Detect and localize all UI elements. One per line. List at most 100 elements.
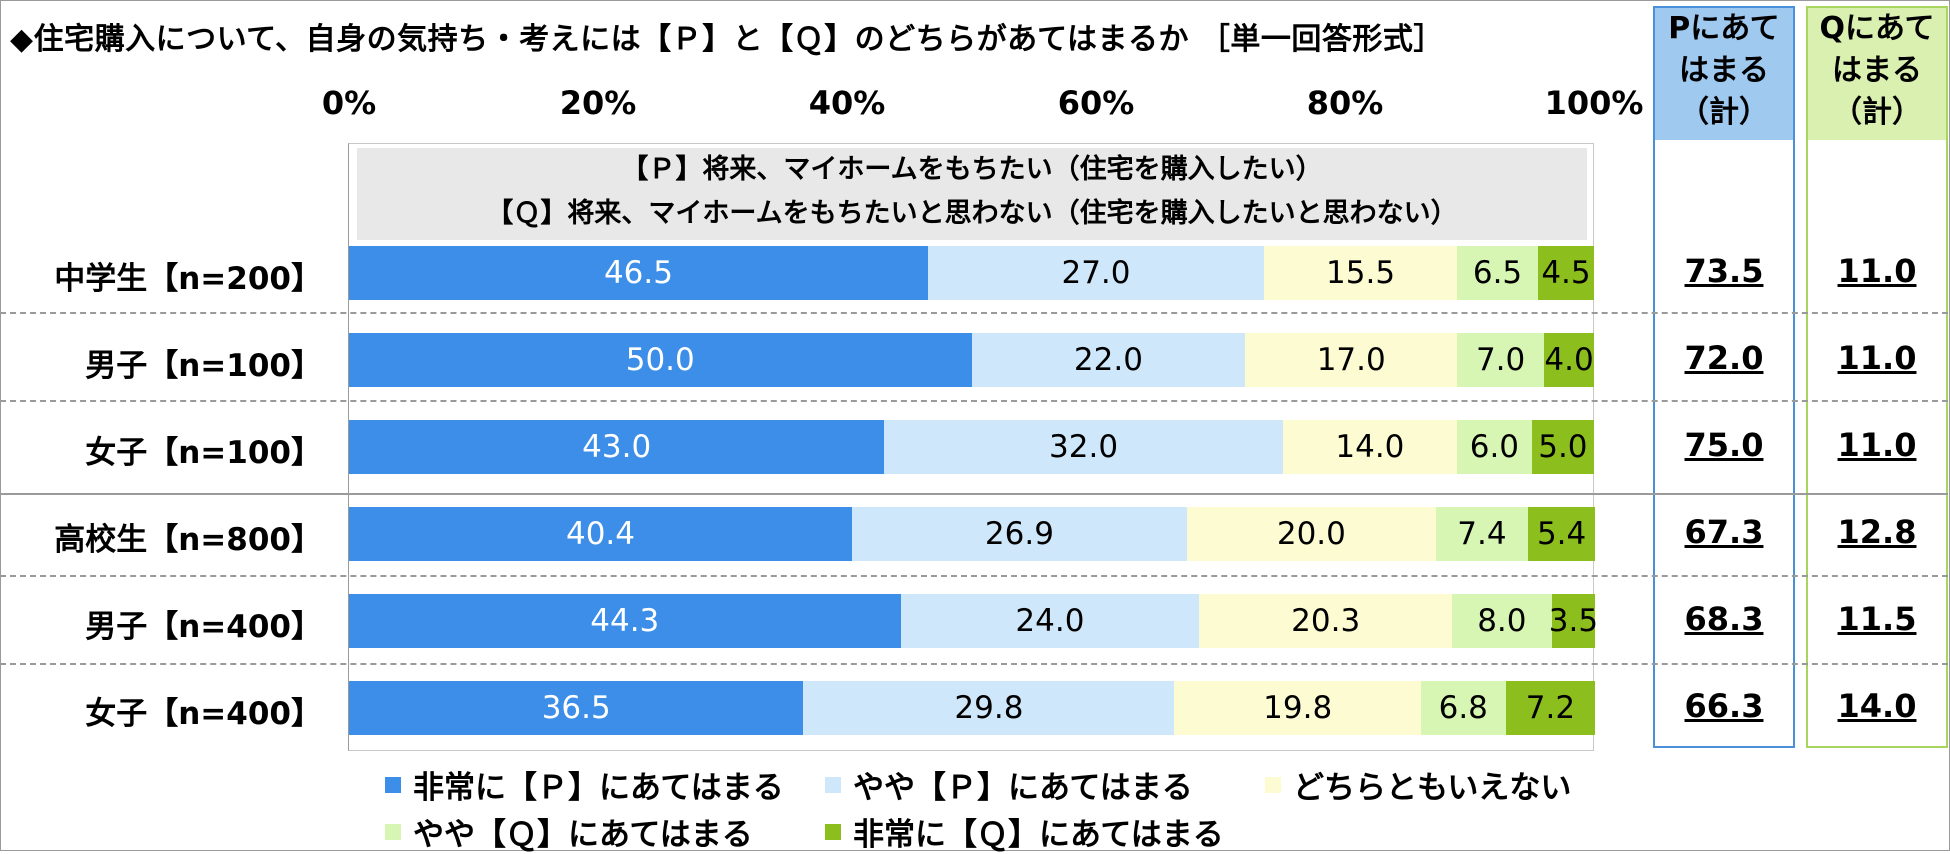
legend-item: どちらともいえない xyxy=(1265,762,1571,807)
legend-label: 非常に【Ｑ】にあてはまる xyxy=(853,817,1224,853)
bar-segment: 27.0 xyxy=(927,246,1265,300)
bar-segment: 7.0 xyxy=(1457,333,1545,387)
row-separator xyxy=(0,312,1948,314)
bar-segment: 5.4 xyxy=(1528,507,1596,561)
q-total-column-box xyxy=(1806,6,1948,748)
q-total-header-line: はまる xyxy=(1832,53,1922,88)
bar-segment: 46.5 xyxy=(349,246,928,300)
legend-swatch xyxy=(385,823,401,840)
q-total-header: Qにあて はまる （計） xyxy=(1808,8,1946,140)
row-label: 中学生【n=200】 xyxy=(54,261,322,297)
q-total-header-line: Qにあて xyxy=(1819,11,1935,46)
bar-segment: 36.5 xyxy=(349,681,804,735)
bar-segment: 32.0 xyxy=(884,420,1283,474)
legend-swatch xyxy=(825,776,841,793)
description-line-q: 【Ｑ】将来、マイホームをもちたいと思わない（住宅を購入したいと思わない） xyxy=(486,198,1458,229)
q-total-value: 12.8 xyxy=(1837,513,1917,551)
legend-swatch xyxy=(825,823,841,840)
bar-value-label: 7.0 xyxy=(1475,342,1526,378)
bar-value-label: 5.4 xyxy=(1536,516,1587,552)
legend-item: 非常に【Ｑ】にあてはまる xyxy=(825,809,1224,854)
bar-value-label: 7.2 xyxy=(1525,690,1576,726)
bar-value-label: 19.8 xyxy=(1263,690,1333,726)
p-total-value: 75.0 xyxy=(1684,426,1764,464)
bar-segment: 43.0 xyxy=(349,420,885,474)
bar-segment: 14.0 xyxy=(1282,420,1458,474)
p-total-value: 72.0 xyxy=(1684,339,1764,377)
bar-value-label: 20.3 xyxy=(1291,603,1361,639)
bar-value-label: 29.8 xyxy=(954,690,1024,726)
p-total-header-line: Pにあて xyxy=(1668,11,1780,46)
bar-value-label: 14.0 xyxy=(1335,429,1405,465)
p-total-value: 67.3 xyxy=(1684,513,1764,551)
row-separator xyxy=(0,575,1948,577)
q-total-value: 11.5 xyxy=(1837,600,1917,638)
bar-value-label: 6.5 xyxy=(1472,255,1523,291)
bar-value-label: 4.0 xyxy=(1544,342,1594,378)
q-total-value: 11.0 xyxy=(1837,252,1917,290)
row-separator xyxy=(0,400,1948,402)
bar-segment: 3.5 xyxy=(1548,594,1599,648)
row-label: 高校生【n=800】 xyxy=(54,522,322,558)
legend-item: 非常に【Ｐ】にあてはまる xyxy=(385,762,784,807)
legend-label: 非常に【Ｐ】にあてはまる xyxy=(413,770,784,806)
bar-segment: 6.0 xyxy=(1457,420,1532,474)
legend-label: やや【Ｐ】にあてはまる xyxy=(853,770,1193,806)
p-total-value: 66.3 xyxy=(1684,687,1764,725)
p-total-header-line: はまる xyxy=(1679,53,1769,88)
legend-label: どちらともいえない xyxy=(1293,770,1572,806)
bar-value-label: 6.0 xyxy=(1469,429,1520,465)
row-separator xyxy=(0,493,1948,495)
bar-value-label: 7.4 xyxy=(1457,516,1507,552)
bar-value-label: 32.0 xyxy=(1049,429,1119,465)
legend-item: やや【Ｐ】にあてはまる xyxy=(825,762,1193,807)
q-total-value: 11.0 xyxy=(1837,426,1917,464)
bar-segment: 17.0 xyxy=(1245,333,1458,387)
bar-value-label: 24.0 xyxy=(1015,603,1085,639)
legend-swatch xyxy=(1265,776,1281,793)
p-total-header: Pにあて はまる （計） xyxy=(1655,8,1793,140)
q-total-value: 14.0 xyxy=(1837,687,1917,725)
bar-segment: 40.4 xyxy=(349,507,852,561)
bar-segment: 19.8 xyxy=(1174,681,1421,735)
x-tick-label: 80% xyxy=(1306,84,1384,122)
bar-segment: 44.3 xyxy=(349,594,901,648)
bar-segment: 15.5 xyxy=(1264,246,1458,300)
bar-value-label: 40.4 xyxy=(565,516,635,552)
legend-label: やや【Ｑ】にあてはまる xyxy=(413,817,753,853)
bar-value-label: 20.0 xyxy=(1276,516,1346,552)
p-total-value: 68.3 xyxy=(1684,600,1764,638)
bar-value-label: 46.5 xyxy=(603,255,673,291)
x-tick-label: 0% xyxy=(321,84,377,122)
row-separator xyxy=(0,663,1948,665)
bar-segment: 7.2 xyxy=(1505,681,1596,735)
p-total-header-line: （計） xyxy=(1679,95,1769,130)
bar-segment: 5.0 xyxy=(1531,420,1594,474)
row-label: 男子【n=100】 xyxy=(85,348,322,384)
bar-value-label: 36.5 xyxy=(541,690,611,726)
legend-item: やや【Ｑ】にあてはまる xyxy=(385,809,753,854)
bar-value-label: 17.0 xyxy=(1316,342,1386,378)
bar-segment: 20.3 xyxy=(1199,594,1453,648)
bar-segment: 29.8 xyxy=(803,681,1175,735)
bar-segment: 50.0 xyxy=(349,333,972,387)
x-tick-label: 20% xyxy=(559,84,637,122)
legend-swatch xyxy=(385,776,401,793)
x-tick-label: 100% xyxy=(1544,84,1644,122)
bar-value-label: 26.9 xyxy=(984,516,1054,552)
row-label: 女子【n=400】 xyxy=(85,696,322,732)
bar-segment: 4.0 xyxy=(1544,333,1594,387)
bar-segment: 6.8 xyxy=(1420,681,1506,735)
row-label: 男子【n=400】 xyxy=(85,609,322,645)
bar-value-label: 4.5 xyxy=(1541,255,1591,291)
bar-value-label: 27.0 xyxy=(1061,255,1131,291)
bar-value-label: 22.0 xyxy=(1073,342,1143,378)
x-tick-label: 40% xyxy=(808,84,886,122)
bar-segment: 22.0 xyxy=(971,333,1246,387)
bar-value-label: 50.0 xyxy=(625,342,695,378)
bar-value-label: 44.3 xyxy=(590,603,660,639)
bar-segment: 7.4 xyxy=(1435,507,1528,561)
bar-value-label: 3.5 xyxy=(1548,603,1599,639)
bar-value-label: 15.5 xyxy=(1326,255,1396,291)
p-total-column-box xyxy=(1653,6,1795,748)
